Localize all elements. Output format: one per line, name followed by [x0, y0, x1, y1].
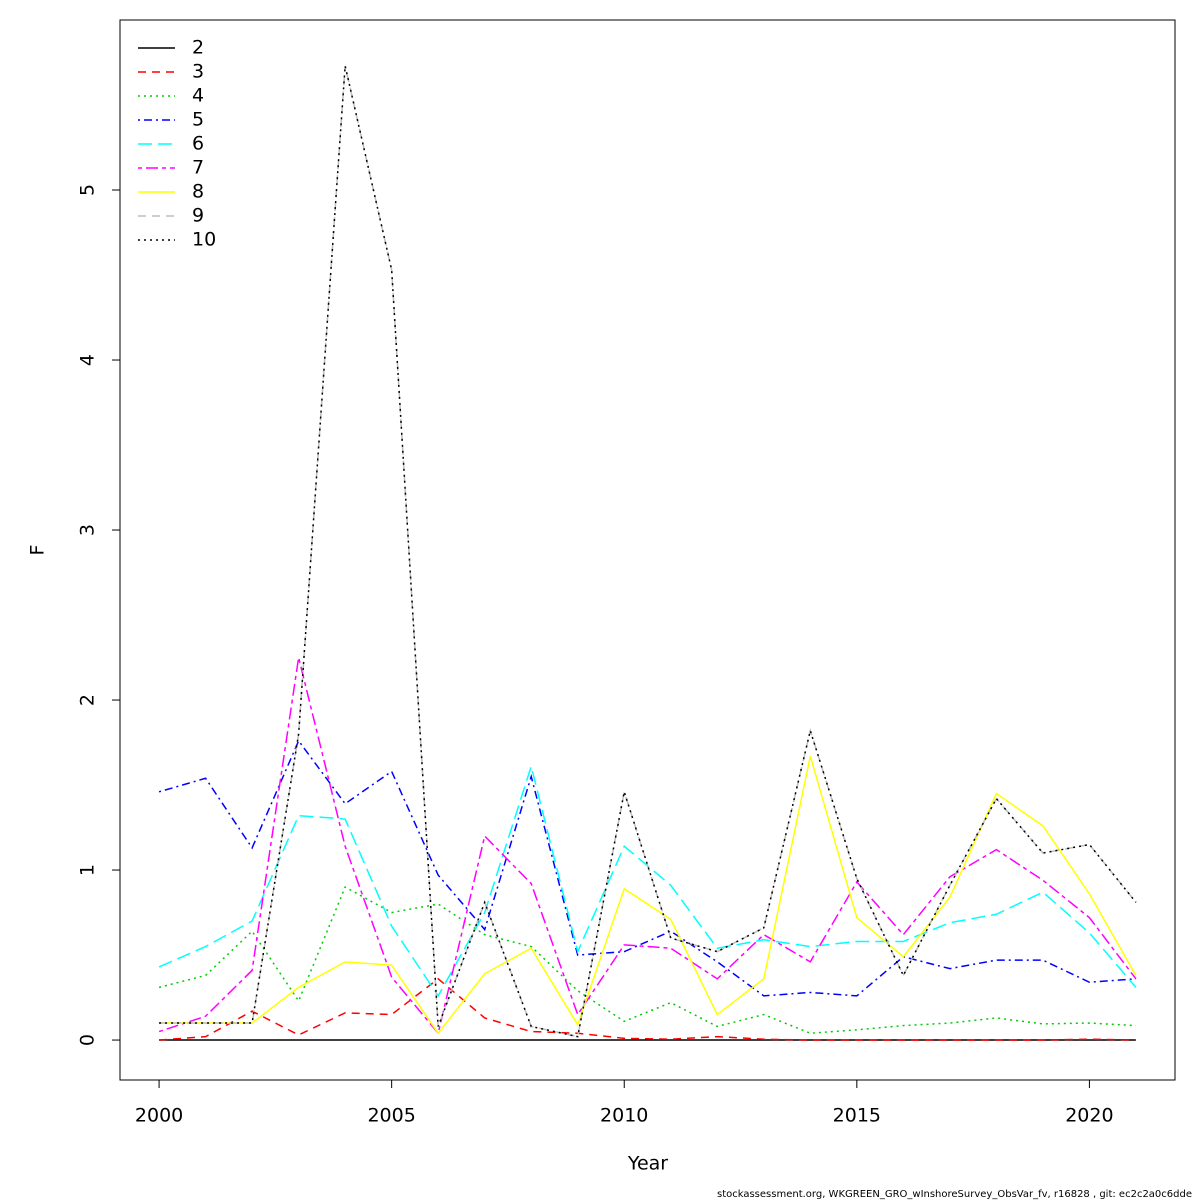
y-tick-label: 3: [77, 524, 99, 536]
legend-label: 5: [192, 109, 204, 131]
legend-label: 8: [192, 181, 204, 203]
x-tick-label: 2005: [367, 1105, 415, 1127]
series-line: [158, 739, 1136, 997]
footer: stockassessment.org, WKGREEN_GRO_wInshor…: [717, 1189, 1192, 1200]
legend-label: 9: [192, 205, 204, 227]
series-line: [159, 65, 1137, 1038]
y-axis-label: F: [27, 545, 49, 556]
plot-frame: [119, 19, 1176, 1081]
series-line: [158, 657, 1137, 1035]
y-tick-label: 1: [77, 864, 99, 876]
y-tick-label: 0: [77, 1034, 99, 1046]
legend-label: 4: [192, 85, 204, 107]
x-tick-label: 2015: [833, 1105, 881, 1127]
legend-label: 2: [192, 37, 204, 59]
y-tick-label: 4: [77, 354, 99, 366]
series-line: [158, 763, 1137, 998]
y-tick-label: 2: [77, 694, 99, 706]
x-tick-label: 2000: [135, 1105, 183, 1127]
legend-label: 7: [192, 157, 204, 179]
x-axis-label: Year: [627, 1153, 668, 1175]
series-line: [158, 885, 1136, 1035]
x-tick-label: 2010: [600, 1105, 648, 1127]
legend-label: 3: [192, 61, 204, 83]
series-line: [159, 977, 1136, 1041]
x-tick-label: 2020: [1065, 1105, 1113, 1127]
y-tick-label: 5: [77, 184, 99, 196]
legend-label: 10: [192, 229, 216, 251]
legend-label: 6: [192, 133, 204, 155]
series-line: [159, 755, 1137, 1035]
series-line: [159, 65, 1137, 1038]
